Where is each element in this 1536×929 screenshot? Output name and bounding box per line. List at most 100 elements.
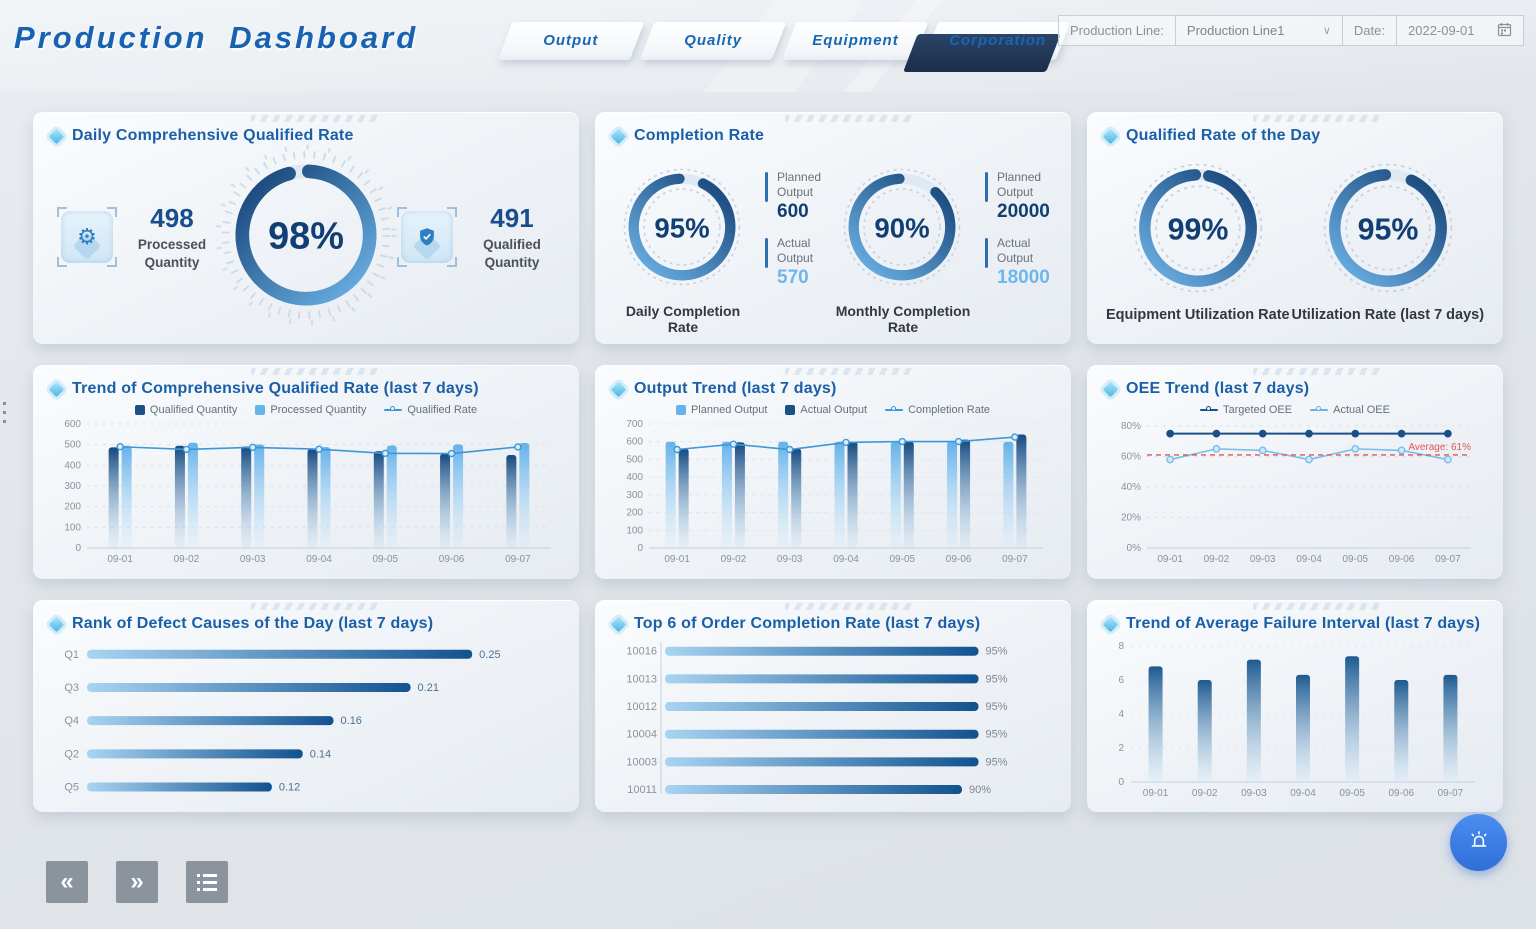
daily-completion-group: 95% Planned Output 600 Actual Output 570… <box>613 158 833 335</box>
panel-completion-rate: Completion Rate 95% Planned Output 600 A… <box>595 112 1071 344</box>
svg-text:09-05: 09-05 <box>1342 554 1368 565</box>
svg-text:09-06: 09-06 <box>946 554 972 565</box>
panel-output-trend: Output Trend (last 7 days) Planned Outpu… <box>595 365 1071 579</box>
double-chevron-right-icon: » <box>130 868 144 895</box>
production-line-label: Production Line: <box>1057 15 1176 46</box>
svg-text:99%: 99% <box>1167 212 1228 246</box>
svg-text:09-07: 09-07 <box>505 554 531 565</box>
svg-text:90%: 90% <box>969 784 991 796</box>
panel-defect-rank: Rank of Defect Causes of the Day (last 7… <box>33 600 579 812</box>
tab-output[interactable]: Output <box>497 22 645 60</box>
date-picker[interactable]: 2022-09-01 <box>1396 15 1524 46</box>
svg-text:6: 6 <box>1118 675 1124 686</box>
tab-corporation[interactable]: Corporation <box>923 22 1071 60</box>
svg-text:09-04: 09-04 <box>306 554 332 565</box>
svg-text:09-03: 09-03 <box>1250 554 1276 565</box>
panel-daily-qualified-rate: Daily Comprehensive Qualified Rate ⚙ 498… <box>33 112 579 344</box>
panel-failure-interval: Trend of Average Failure Interval (last … <box>1087 600 1503 812</box>
daily-completion-caption: Daily Completion Rate <box>625 303 741 335</box>
svg-text:09-06: 09-06 <box>439 554 465 565</box>
gauge-daily-qualified-rate: 98% <box>215 143 397 331</box>
svg-text:09-07: 09-07 <box>1002 554 1028 565</box>
svg-text:09-04: 09-04 <box>1296 554 1322 565</box>
chart-qualified-trend: 0 100 200 300 400 500 600 09-01 09-02 09-03 09-04 0… <box>51 418 561 568</box>
svg-text:100: 100 <box>626 525 643 536</box>
diamond-icon <box>610 128 627 144</box>
panel-title: Trend of Comprehensive Qualified Rate (l… <box>72 380 479 397</box>
processed-quantity-label: Processed Quantity <box>137 236 207 270</box>
processed-quantity-value: 498 <box>150 202 194 233</box>
panel-qualified-rate-day: Qualified Rate of the Day 99% Equipment … <box>1087 112 1503 344</box>
svg-text:09-03: 09-03 <box>1241 788 1267 799</box>
diamond-icon <box>48 128 65 144</box>
qualified-quantity-value: 491 <box>490 202 534 233</box>
diamond-icon <box>610 381 627 397</box>
diamond-icon <box>48 616 65 632</box>
diamond-icon <box>610 616 627 632</box>
list-menu-button[interactable] <box>186 861 228 903</box>
svg-text:0.25: 0.25 <box>479 649 500 661</box>
panel-oee-trend: OEE Trend (last 7 days) Targeted OEE Actu… <box>1087 365 1503 579</box>
gauge-equipment-utilization: 99% <box>1122 152 1274 309</box>
svg-text:Q1: Q1 <box>64 649 79 661</box>
monthly-completion-caption: Monthly Completion Rate <box>835 303 971 335</box>
svg-text:09-02: 09-02 <box>174 554 200 565</box>
qualified-quantity-stat: 491 Qualified Quantity <box>397 203 555 271</box>
svg-text:0.21: 0.21 <box>418 682 439 694</box>
panel-qualified-trend: Trend of Comprehensive Qualified Rate (l… <box>33 365 579 579</box>
list-menu-icon <box>197 873 217 891</box>
svg-text:60%: 60% <box>1121 452 1141 463</box>
chart-defect-rank: Q1 0.25 Q3 0.21 Q4 0.16 Q2 0.14 Q5 0.12 <box>51 636 561 802</box>
planned-output-value: 600 <box>777 201 809 222</box>
svg-text:0: 0 <box>637 543 643 554</box>
utilization-rate-caption: Utilization Rate (last 7 days) <box>1291 307 1485 323</box>
panel-title: Output Trend (last 7 days) <box>634 380 837 397</box>
tab-quality[interactable]: Quality <box>639 22 787 60</box>
dashboard-grid: Daily Comprehensive Qualified Rate ⚙ 498… <box>33 112 1503 812</box>
panel-title: Completion Rate <box>634 127 765 144</box>
edge-dots-decoration <box>3 402 6 423</box>
svg-text:09-05: 09-05 <box>372 554 398 565</box>
svg-text:10016: 10016 <box>626 646 657 658</box>
svg-text:0.16: 0.16 <box>341 715 362 727</box>
svg-text:95%: 95% <box>986 729 1008 741</box>
actual-output-value: 18000 <box>997 267 1050 288</box>
svg-text:Average: 61%: Average: 61% <box>1408 442 1471 453</box>
tab-equipment[interactable]: Equipment <box>781 22 929 60</box>
chevron-down-icon: ∨ <box>1322 25 1331 37</box>
svg-text:400: 400 <box>626 472 643 483</box>
svg-text:95%: 95% <box>986 673 1008 685</box>
svg-text:Q3: Q3 <box>64 682 79 694</box>
svg-text:Q5: Q5 <box>64 782 79 794</box>
svg-text:09-05: 09-05 <box>889 554 915 565</box>
svg-text:700: 700 <box>626 419 643 430</box>
svg-text:09-02: 09-02 <box>1204 554 1230 565</box>
next-page-button[interactable]: » <box>116 861 158 903</box>
svg-text:09-02: 09-02 <box>721 554 747 565</box>
svg-text:200: 200 <box>64 502 81 513</box>
alarm-button[interactable] <box>1450 814 1507 871</box>
svg-text:80%: 80% <box>1121 421 1141 432</box>
previous-page-button[interactable]: « <box>46 861 88 903</box>
equipment-utilization-group: 99% Equipment Utilization Rate <box>1106 152 1290 326</box>
svg-text:90%: 90% <box>874 213 929 244</box>
panel-title: Top 6 of Order Completion Rate (last 7 d… <box>634 615 981 632</box>
svg-text:95%: 95% <box>986 701 1008 713</box>
double-chevron-left-icon: « <box>60 868 74 895</box>
svg-text:09-05: 09-05 <box>1339 788 1365 799</box>
panel-title: Daily Comprehensive Qualified Rate <box>72 127 354 144</box>
diamond-icon <box>1102 616 1119 632</box>
production-line-select[interactable]: Production Line1 ∨ <box>1174 15 1343 46</box>
svg-text:10004: 10004 <box>626 729 657 741</box>
qualified-quantity-label: Qualified Quantity <box>483 236 541 270</box>
diamond-icon <box>1102 128 1119 144</box>
svg-text:09-04: 09-04 <box>1290 788 1316 799</box>
svg-text:09-06: 09-06 <box>1389 554 1415 565</box>
utilization-rate-group: 95% Utilization Rate (last 7 days) <box>1291 152 1484 326</box>
svg-text:Q4: Q4 <box>64 715 79 727</box>
planned-output-label: Planned Output <box>777 170 822 199</box>
shield-check-icon <box>401 211 453 263</box>
calendar-icon <box>1497 22 1512 40</box>
processed-quantity-stat: ⚙ 498 Processed Quantity <box>57 203 215 271</box>
svg-text:09-03: 09-03 <box>240 554 266 565</box>
